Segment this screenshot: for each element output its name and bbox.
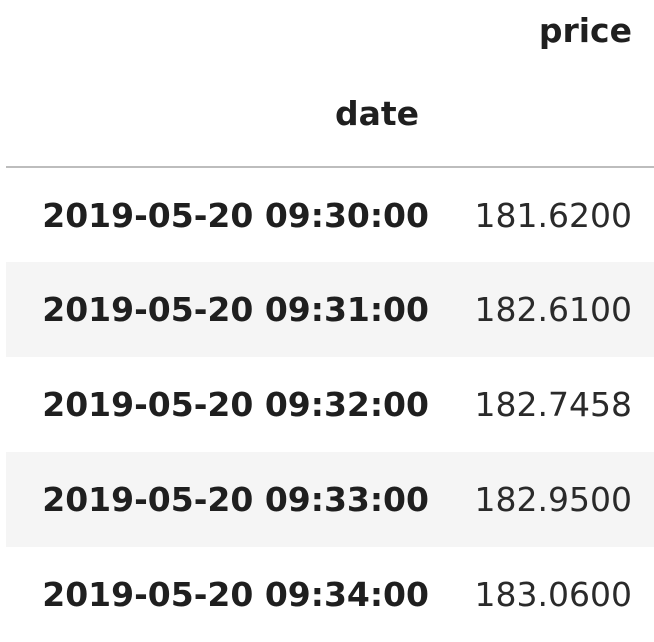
table-row: 2019-05-20 09:33:00 182.9500 [6, 452, 654, 547]
column-header-price: price [538, 10, 632, 50]
table-row: 2019-05-20 09:30:00 181.6200 [6, 167, 654, 262]
price-cell: 182.7458 [474, 385, 632, 424]
price-cell: 183.0600 [474, 575, 632, 614]
table-body: 2019-05-20 09:30:00 181.6200 2019-05-20 … [6, 167, 654, 642]
column-header-row: price [6, 0, 654, 60]
row-index-date: 2019-05-20 09:34:00 [42, 575, 429, 614]
table-row: 2019-05-20 09:31:00 182.6100 [6, 262, 654, 357]
row-index-date: 2019-05-20 09:32:00 [42, 385, 429, 424]
price-cell: 182.9500 [474, 480, 632, 519]
row-index-date: 2019-05-20 09:31:00 [42, 290, 429, 329]
index-corner-cell [6, 0, 441, 60]
table-row: 2019-05-20 09:34:00 183.0600 [6, 547, 654, 642]
price-cell: 181.6200 [474, 195, 632, 235]
row-index-date: 2019-05-20 09:30:00 [42, 195, 429, 235]
dataframe-table: price date 2019-05-20 09:30:00 181.6200 … [6, 0, 654, 642]
price-cell: 182.6100 [474, 290, 632, 329]
table-row: 2019-05-20 09:32:00 182.7458 [6, 357, 654, 452]
row-index-date: 2019-05-20 09:33:00 [42, 480, 429, 519]
index-header-date: date [6, 60, 441, 168]
index-header-blank-cell [441, 60, 654, 168]
index-header-row: date [6, 60, 654, 168]
table-header: price date [6, 0, 654, 168]
